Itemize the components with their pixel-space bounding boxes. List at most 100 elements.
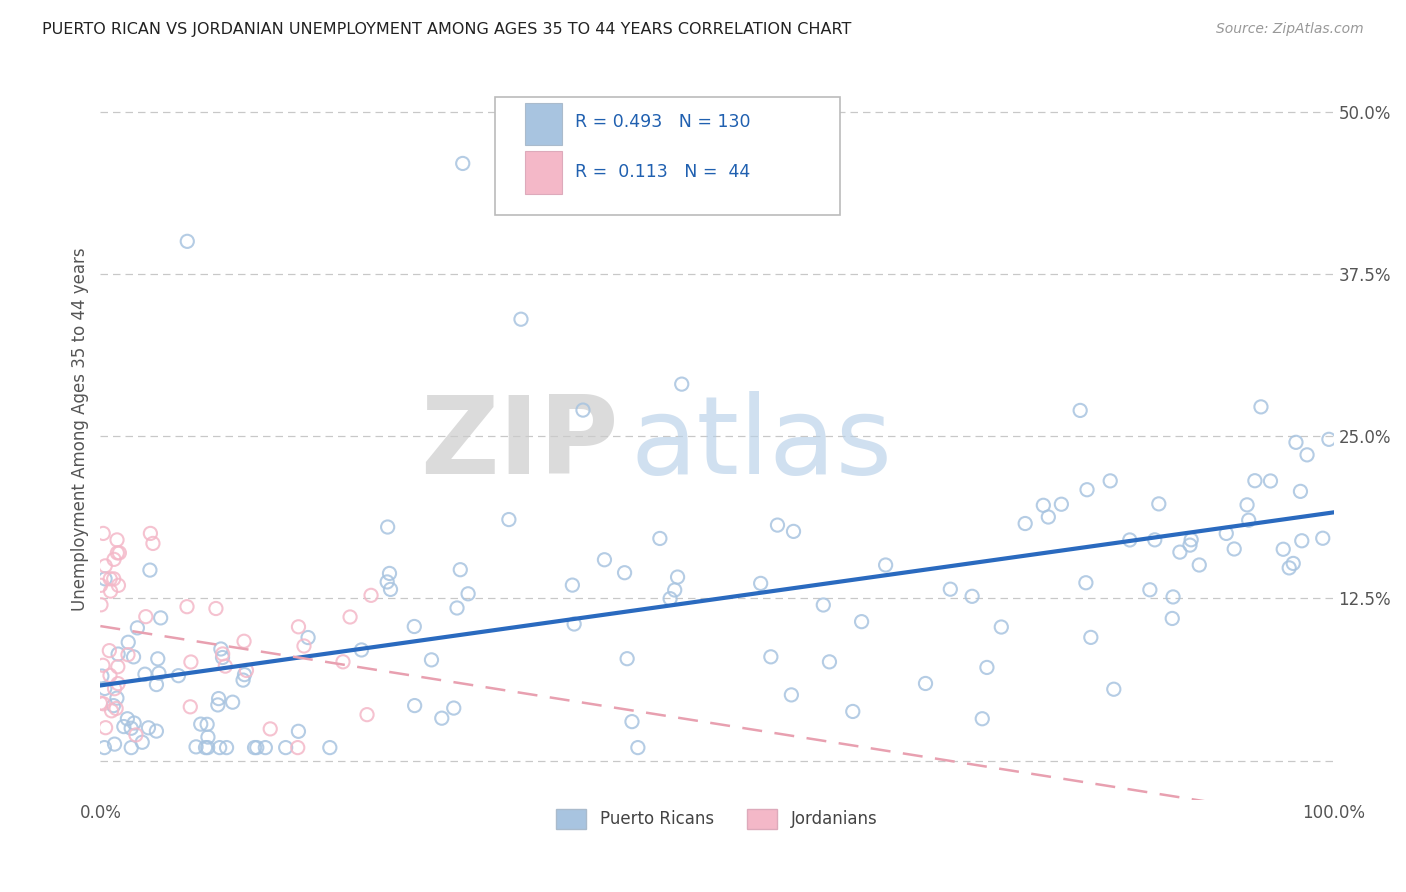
Point bbox=[1250, 400, 1272, 414]
Point bbox=[1272, 542, 1295, 557]
Point bbox=[89, 696, 111, 710]
Text: ZIP: ZIP bbox=[420, 392, 619, 498]
Point bbox=[620, 714, 643, 729]
Point bbox=[107, 578, 129, 592]
Point bbox=[93, 740, 115, 755]
Point bbox=[259, 722, 281, 736]
Point bbox=[1069, 403, 1091, 417]
Point bbox=[976, 660, 998, 674]
Point bbox=[131, 735, 153, 749]
Point bbox=[1147, 497, 1170, 511]
Point bbox=[142, 536, 165, 550]
Point bbox=[1143, 533, 1166, 547]
Point bbox=[176, 599, 198, 614]
Point bbox=[1223, 541, 1246, 556]
Point bbox=[235, 664, 257, 678]
Point bbox=[90, 598, 112, 612]
Point bbox=[1102, 682, 1125, 697]
Point bbox=[91, 697, 114, 711]
Point bbox=[176, 235, 198, 249]
Point bbox=[107, 676, 129, 690]
Point bbox=[356, 707, 378, 722]
Point bbox=[1285, 435, 1308, 450]
Point bbox=[1278, 561, 1301, 575]
Point bbox=[1161, 611, 1184, 625]
Text: Source: ZipAtlas.com: Source: ZipAtlas.com bbox=[1216, 22, 1364, 37]
Point bbox=[207, 698, 229, 712]
Point bbox=[274, 740, 297, 755]
Point bbox=[214, 659, 236, 673]
Point bbox=[1119, 533, 1142, 547]
Point bbox=[195, 717, 218, 731]
Text: PUERTO RICAN VS JORDANIAN UNEMPLOYMENT AMONG AGES 35 TO 44 YEARS CORRELATION CHA: PUERTO RICAN VS JORDANIAN UNEMPLOYMENT A… bbox=[42, 22, 852, 37]
Point bbox=[375, 574, 398, 589]
Point bbox=[94, 721, 117, 735]
Point bbox=[287, 620, 309, 634]
Point bbox=[148, 666, 170, 681]
Point bbox=[1050, 497, 1073, 511]
Point bbox=[103, 552, 125, 566]
Point bbox=[103, 737, 125, 751]
Point bbox=[215, 740, 238, 755]
Point bbox=[659, 591, 682, 606]
FancyBboxPatch shape bbox=[524, 152, 561, 194]
Point bbox=[125, 728, 148, 742]
Point bbox=[420, 653, 443, 667]
Point bbox=[449, 563, 471, 577]
Point bbox=[117, 712, 139, 726]
Point bbox=[146, 652, 169, 666]
Point bbox=[616, 651, 638, 665]
Point bbox=[1236, 498, 1258, 512]
Point bbox=[377, 520, 399, 534]
Point bbox=[664, 582, 686, 597]
Point bbox=[135, 609, 157, 624]
Point bbox=[98, 572, 121, 586]
Point bbox=[120, 721, 142, 735]
Point bbox=[1099, 474, 1122, 488]
Legend: Puerto Ricans, Jordanians: Puerto Ricans, Jordanians bbox=[550, 802, 884, 836]
Point bbox=[127, 621, 149, 635]
Point bbox=[498, 512, 520, 526]
Point bbox=[184, 739, 207, 754]
Point bbox=[1074, 575, 1097, 590]
Point bbox=[780, 688, 803, 702]
Point bbox=[208, 740, 231, 755]
Point bbox=[332, 655, 354, 669]
Point bbox=[134, 667, 156, 681]
Point bbox=[510, 312, 533, 326]
Point bbox=[105, 691, 128, 706]
Point bbox=[446, 601, 468, 615]
Text: R =  0.113   N =  44: R = 0.113 N = 44 bbox=[575, 163, 751, 181]
Point bbox=[112, 720, 135, 734]
Point bbox=[243, 740, 266, 755]
Point bbox=[1014, 516, 1036, 531]
Point bbox=[1317, 433, 1340, 447]
Point bbox=[209, 642, 232, 657]
Point bbox=[138, 721, 160, 735]
Point bbox=[117, 635, 139, 649]
Point bbox=[671, 377, 693, 392]
Point bbox=[1282, 557, 1305, 571]
Point bbox=[1168, 545, 1191, 559]
Point bbox=[818, 655, 841, 669]
Point bbox=[107, 647, 129, 661]
Point bbox=[1296, 448, 1319, 462]
Point bbox=[851, 615, 873, 629]
Point bbox=[205, 601, 228, 615]
Point bbox=[430, 711, 453, 725]
Text: R = 0.493   N = 130: R = 0.493 N = 130 bbox=[575, 113, 751, 131]
Point bbox=[98, 668, 121, 682]
Point bbox=[561, 578, 583, 592]
Point bbox=[207, 691, 229, 706]
Point bbox=[875, 558, 897, 572]
Point bbox=[613, 566, 636, 580]
Point bbox=[1178, 538, 1201, 552]
Point bbox=[666, 570, 689, 584]
Point bbox=[139, 526, 162, 541]
Point bbox=[319, 740, 342, 755]
Point bbox=[350, 643, 373, 657]
Point bbox=[404, 698, 426, 713]
Point bbox=[297, 631, 319, 645]
Point bbox=[108, 546, 131, 560]
Point bbox=[90, 578, 112, 592]
